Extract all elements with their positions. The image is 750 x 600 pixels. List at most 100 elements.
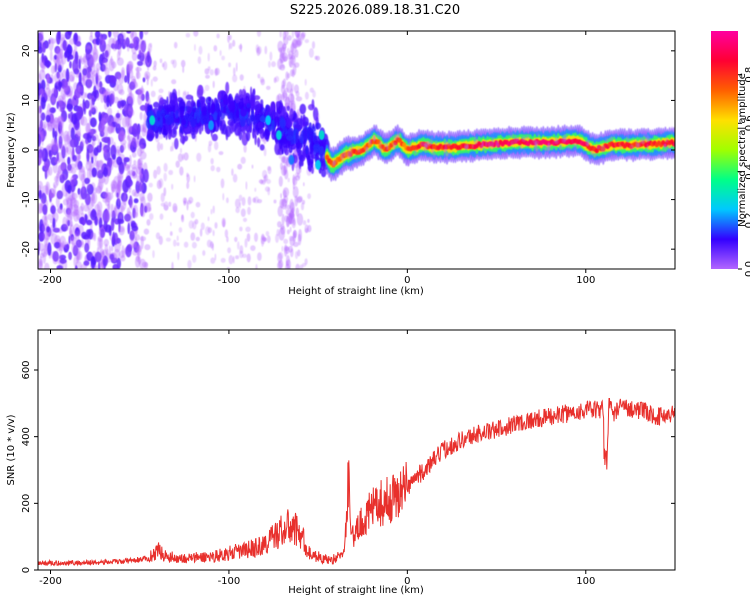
- spectrogram-cell: [77, 135, 81, 142]
- spectrogram-cell: [43, 236, 47, 250]
- spectrogram-cell: [47, 242, 52, 256]
- spectrogram-cell: [491, 136, 495, 142]
- spectrogram-cell: [390, 152, 393, 160]
- spectrogram-cell: [122, 179, 129, 193]
- spectrogram-cell: [69, 38, 75, 45]
- spectrogram-cell: [239, 74, 244, 81]
- spectrogram-cell: [84, 193, 91, 206]
- spectrogram-cell: [149, 115, 156, 126]
- spectrogram-cell: [222, 123, 228, 135]
- spectrogram-cell: [257, 137, 261, 148]
- spectrogram-cell: [174, 137, 179, 150]
- spectrogram-cell: [148, 207, 152, 212]
- spectrogram-cell: [286, 229, 290, 235]
- spectrogram-cell: [95, 37, 101, 46]
- spectrogram-cell: [76, 106, 83, 120]
- spectrogram-cell: [596, 145, 601, 150]
- spectrogram-cell: [237, 163, 243, 170]
- spectrogram-cell: [53, 117, 60, 123]
- spectrogram-cell: [43, 216, 49, 226]
- spectrogram-cell: [290, 94, 295, 105]
- spectrogram-cell: [86, 183, 90, 189]
- spectrogram-cell: [67, 156, 71, 166]
- spectrogram-cell: [83, 260, 90, 266]
- spectrogram-cell: [314, 135, 320, 142]
- spectrogram-cell: [104, 224, 112, 233]
- spectrogram-cell: [43, 262, 50, 269]
- spectrogram-cell: [414, 149, 417, 155]
- spectrogram-cell: [289, 198, 294, 212]
- spectrogram-cell: [179, 166, 184, 176]
- spectrogram-cell: [131, 78, 136, 86]
- spectrogram-cell: [113, 96, 120, 104]
- spectrogram-cell: [47, 89, 52, 98]
- spectrogram-cell: [56, 207, 64, 214]
- spectrogram-cell: [101, 37, 105, 46]
- spectrogram-cell: [285, 71, 289, 81]
- spectrogram-cell: [211, 133, 218, 142]
- spectrogram-cell: [69, 138, 77, 148]
- spectrogram-cell: [219, 118, 223, 126]
- spectrogram-cell: [86, 76, 92, 90]
- spectrogram-cell: [84, 177, 90, 185]
- spectrogram-cell: [281, 155, 286, 164]
- spectrogram-cell: [156, 179, 162, 190]
- spectrogram-cell: [604, 137, 609, 143]
- spectrogram-cell: [642, 138, 645, 145]
- spectrogram-cell: [257, 252, 262, 261]
- spectrogram-cell: [273, 199, 277, 204]
- spectrogram-cell: [484, 140, 488, 147]
- spectrogram-cell: [139, 236, 146, 242]
- spectrogram-cell: [159, 134, 164, 140]
- spectrogram-cell: [63, 207, 66, 215]
- spectrogram-cell: [39, 256, 43, 267]
- spectrogram-cell: [139, 151, 147, 160]
- spectrogram-cell: [178, 101, 186, 110]
- spectrogram-cell: [289, 226, 292, 233]
- spectrogram-cell: [58, 143, 64, 151]
- spectrogram-cell: [66, 144, 72, 155]
- spectrogram-cell: [295, 175, 300, 181]
- spectrogram-cell: [287, 212, 293, 225]
- spectrogram-cell: [232, 74, 238, 83]
- spectrogram-cell: [193, 31, 199, 37]
- spectrogram-cell: [104, 91, 111, 98]
- spectrogram-cell: [275, 233, 279, 243]
- spectrogram-cell: [207, 101, 211, 114]
- spectrogram-cell: [179, 148, 183, 154]
- x-tick-label: 0: [404, 275, 410, 286]
- spectrogram-cell: [219, 50, 222, 56]
- spectrogram-cell: [532, 138, 537, 145]
- spectrogram-cell: [311, 166, 314, 174]
- spectrogram-cell: [286, 259, 291, 269]
- spectrogram-cell: [307, 193, 311, 200]
- spectrogram-cell: [58, 242, 63, 255]
- spectrogram-cell: [510, 140, 515, 146]
- spectrogram-cell: [69, 197, 76, 204]
- spectrogram-cell: [67, 31, 73, 36]
- spectrogram-cell: [246, 117, 251, 127]
- spectrogram-cell: [368, 140, 372, 145]
- spectrogram-cell: [279, 51, 284, 64]
- spectrogram-cell: [143, 228, 150, 235]
- spectrogram-cell: [214, 253, 217, 261]
- spectrogram-cell: [118, 43, 122, 56]
- spectrogram-cell: [292, 63, 297, 76]
- spectrogram-cell: [175, 160, 180, 168]
- spectrogram-cell: [129, 231, 135, 242]
- spectrogram-cell: [222, 193, 225, 201]
- spectrogram-cell: [245, 226, 251, 233]
- spectrogram-cell: [153, 169, 158, 179]
- spectrogram-cell: [273, 77, 277, 84]
- spectrogram-cell: [285, 96, 290, 109]
- spectrogram-cell: [385, 131, 389, 138]
- spectrogram-cell: [121, 67, 125, 78]
- spectrogram-cell: [280, 223, 285, 230]
- spectrogram-cell: [235, 207, 240, 214]
- spectrogram-cell: [96, 209, 102, 219]
- spectrogram-cell: [246, 103, 251, 109]
- colorbar: 0.0 0.2 0.4 0.6 0.8 Normalized spectral ampl…: [711, 31, 750, 277]
- spectrogram-cell: [466, 144, 469, 150]
- spectrogram-cell: [66, 243, 70, 250]
